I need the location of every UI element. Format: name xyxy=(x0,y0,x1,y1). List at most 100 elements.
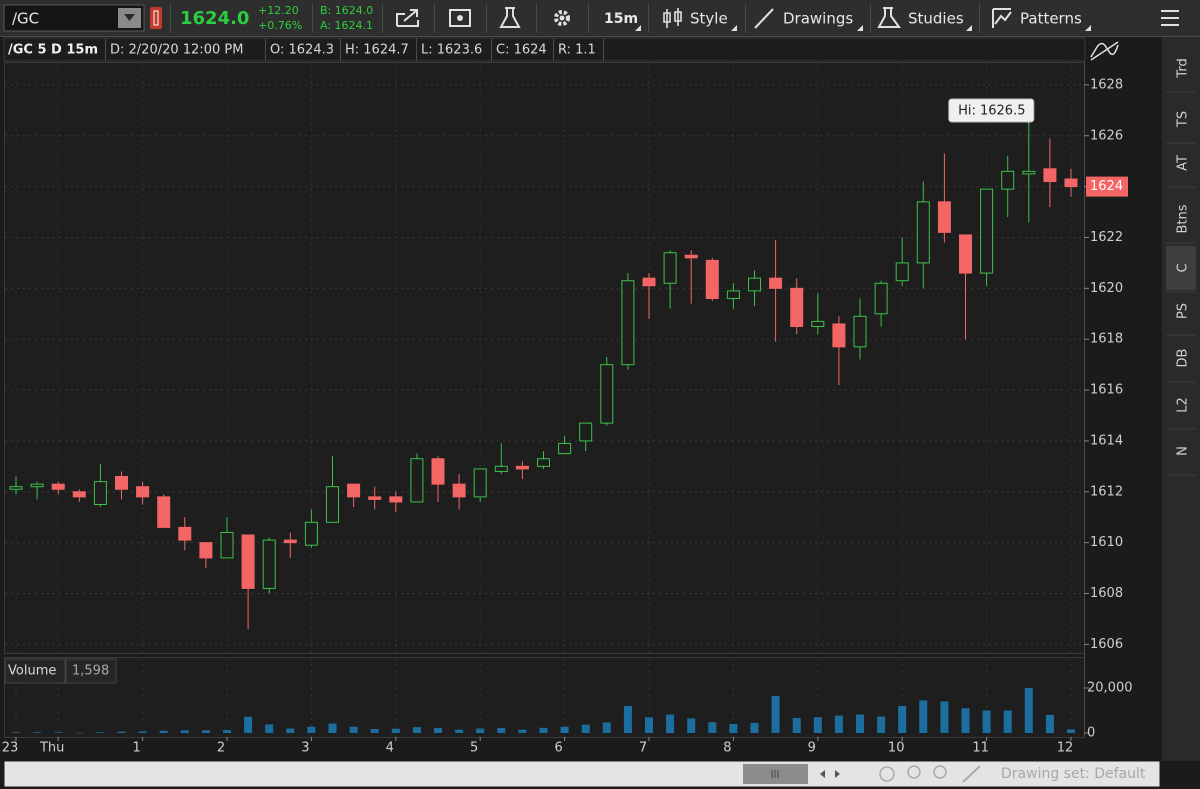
zoom-in-icon[interactable] xyxy=(907,765,921,779)
side-tab[interactable]: Trd xyxy=(1176,58,1191,78)
zoom-out-icon[interactable] xyxy=(933,765,947,779)
header-field: C: 1624 xyxy=(496,43,547,58)
candle-body xyxy=(262,539,276,589)
candle-body xyxy=(178,526,192,541)
studies-icon[interactable] xyxy=(877,7,901,28)
volume-last: 1,598 xyxy=(72,664,109,679)
y-tick-label: 1608 xyxy=(1090,586,1123,601)
header-field: O: 1624.3 xyxy=(270,43,334,58)
last-price-box xyxy=(1086,176,1128,197)
pan-icon[interactable] xyxy=(962,765,981,783)
candle-body xyxy=(9,486,23,490)
side-tabs: Trd TS AT Btns C PS DB L2 N xyxy=(1166,58,1196,476)
chart-mode-icon[interactable] xyxy=(1090,41,1119,61)
side-tab[interactable]: L2 xyxy=(1176,397,1191,413)
candle-body xyxy=(663,252,677,284)
candle-body xyxy=(832,323,846,348)
snapshot-icon[interactable] xyxy=(449,9,471,27)
x-tick-label: 4 xyxy=(386,741,394,756)
candle-body xyxy=(389,496,403,503)
dropdown-corner xyxy=(635,25,641,31)
drawings-icon[interactable] xyxy=(754,8,774,29)
y-tick-label: 1606 xyxy=(1090,637,1123,652)
net-change: +12.20 xyxy=(258,4,299,17)
flask-icon[interactable] xyxy=(499,7,521,28)
style-icon[interactable] xyxy=(663,8,682,28)
volume-bar xyxy=(223,730,231,733)
candle-body xyxy=(726,290,740,300)
side-tab[interactable]: C xyxy=(1176,263,1191,272)
candle-body xyxy=(30,483,44,488)
volume-bar xyxy=(307,726,316,733)
x-tick-label: 12 xyxy=(1057,741,1074,756)
x-tick-label: 6 xyxy=(554,741,562,756)
volume-bar xyxy=(560,726,569,733)
header-field: D: 2/20/20 12:00 PM xyxy=(110,43,243,58)
x-tick-label: 3 xyxy=(301,741,309,756)
volume-bar xyxy=(581,724,590,733)
candle-body xyxy=(748,277,761,292)
share-icon[interactable] xyxy=(396,9,419,27)
volume-bar xyxy=(75,732,84,734)
toolbar-button[interactable]: Drawings xyxy=(783,10,853,28)
volume-bar xyxy=(455,729,464,733)
dropdown-corner xyxy=(731,25,737,31)
side-tab[interactable]: DB xyxy=(1176,349,1191,368)
symbol[interactable]: /GC xyxy=(12,10,39,28)
toolbar-button[interactable]: Patterns xyxy=(1020,10,1082,28)
bid: B: 1624.0 xyxy=(320,4,373,17)
candle-body xyxy=(115,476,128,490)
header-field: R: 1.1 xyxy=(558,43,596,58)
volume-bar xyxy=(54,732,63,733)
candle-body xyxy=(72,491,86,498)
last-price-label: 1624 xyxy=(1090,179,1123,194)
scroll-arrows[interactable] xyxy=(820,770,840,778)
candle-body xyxy=(684,254,698,259)
candle-body xyxy=(93,481,107,505)
annotation-label: Hi: 1626.5 xyxy=(958,104,1025,119)
x-tick-label: 2 xyxy=(217,741,225,756)
toolbar-button[interactable]: Style xyxy=(690,10,728,28)
toolbar-button[interactable]: Studies xyxy=(908,10,964,28)
drawing-set[interactable]: Drawing set: Default xyxy=(1001,766,1146,782)
volume-title: Volume xyxy=(8,664,56,679)
header-field: H: 1624.7 xyxy=(345,43,409,58)
net-change-pct: +0.76% xyxy=(258,19,302,32)
volume-bar xyxy=(138,731,147,733)
settings-icon-center xyxy=(559,15,565,21)
alert-badge[interactable] xyxy=(150,7,162,29)
volume-bar xyxy=(391,728,400,733)
candle-body xyxy=(1001,170,1015,190)
side-tab[interactable]: N xyxy=(1176,446,1191,456)
settings-icon[interactable] xyxy=(554,10,570,26)
volume-bar xyxy=(961,708,970,733)
patterns-icon[interactable] xyxy=(992,8,1012,28)
x-tick-label: Thu xyxy=(39,741,64,756)
volume-bar xyxy=(1024,688,1033,733)
scroll-bar[interactable] xyxy=(4,761,1160,787)
volume-bar xyxy=(792,717,801,733)
side-bar xyxy=(1162,37,1200,761)
candle-body xyxy=(853,315,867,348)
side-tab[interactable]: TS xyxy=(1176,111,1191,128)
side-tab[interactable]: PS xyxy=(1176,303,1191,319)
crosshair-icon[interactable] xyxy=(879,766,895,782)
candle-body xyxy=(579,422,593,442)
annotation-box xyxy=(948,98,1035,123)
candle-body xyxy=(410,458,424,503)
menu-icon[interactable] xyxy=(1161,10,1179,26)
scroll-grip xyxy=(771,770,779,778)
volume-bar xyxy=(666,714,675,733)
volume-bar xyxy=(898,706,907,733)
side-tab[interactable]: AT xyxy=(1176,155,1191,171)
price-panel xyxy=(4,62,1085,654)
volume-value-box xyxy=(65,658,117,684)
candle-body xyxy=(199,542,213,559)
candle-body xyxy=(811,320,825,327)
volume-bar xyxy=(412,727,421,733)
volume-bar xyxy=(328,723,337,733)
aggregation[interactable]: 15m xyxy=(604,11,638,27)
side-tab[interactable]: Btns xyxy=(1176,204,1191,233)
y-tick-label: 1610 xyxy=(1090,535,1123,550)
candle-body xyxy=(494,465,508,472)
